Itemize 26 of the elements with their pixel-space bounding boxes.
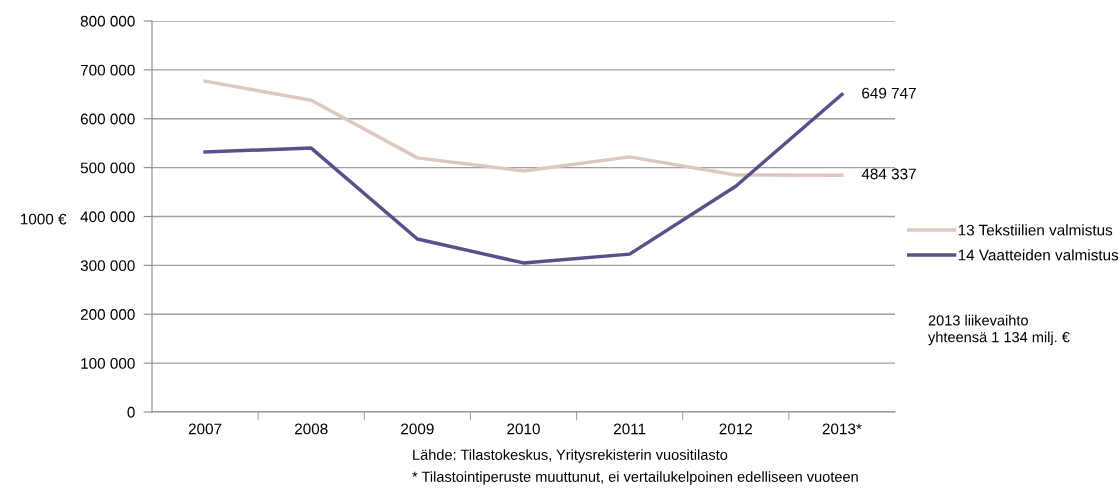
x-tick-label: 2007 [188, 423, 222, 435]
y-tick-label: 800 000 [80, 15, 135, 27]
text: 2013 liikevaihto yhteensä 1 134 milj. € [928, 314, 1070, 346]
y-axis-title: 1000 € [21, 213, 67, 225]
x-tick-label: 2009 [401, 423, 434, 435]
x-tick-label: 2012 [719, 423, 753, 435]
legend-label: 13 Tekstiilien valmistus [958, 224, 1113, 236]
annotation: 649 747 [862, 87, 916, 99]
y-tick-label: 0 [127, 406, 135, 418]
y-tick-label: 100 000 [81, 357, 135, 369]
text: Lähde: Tilastokeskus, Yritysrekisterin vuositilasto [413, 449, 728, 463]
x-tick-label: 2008 [294, 423, 328, 435]
legend-label: 14 Vaatteiden valmistus [958, 249, 1119, 261]
y-tick-label: 700 000 [80, 64, 135, 76]
y-tick-label: 300 000 [80, 260, 135, 272]
y-tick-label: 200 000 [80, 309, 135, 320]
x-tick-label: 2013* [822, 423, 862, 435]
y-tick-label: 500 000 [80, 162, 135, 174]
line-series [203, 79, 844, 178]
line-series [203, 92, 844, 265]
annotation: 484 337 [861, 168, 916, 180]
y-tick-label: 600 000 [80, 113, 135, 125]
x-tick-label: 2011 [613, 423, 646, 435]
y-tick-label: 400 000 [80, 211, 135, 223]
text: * Tilastointiperuste muuttunut, ei vertailukelpoinen edelliseen vuoteen [412, 471, 858, 485]
x-tick-label: 2010 [507, 423, 540, 435]
